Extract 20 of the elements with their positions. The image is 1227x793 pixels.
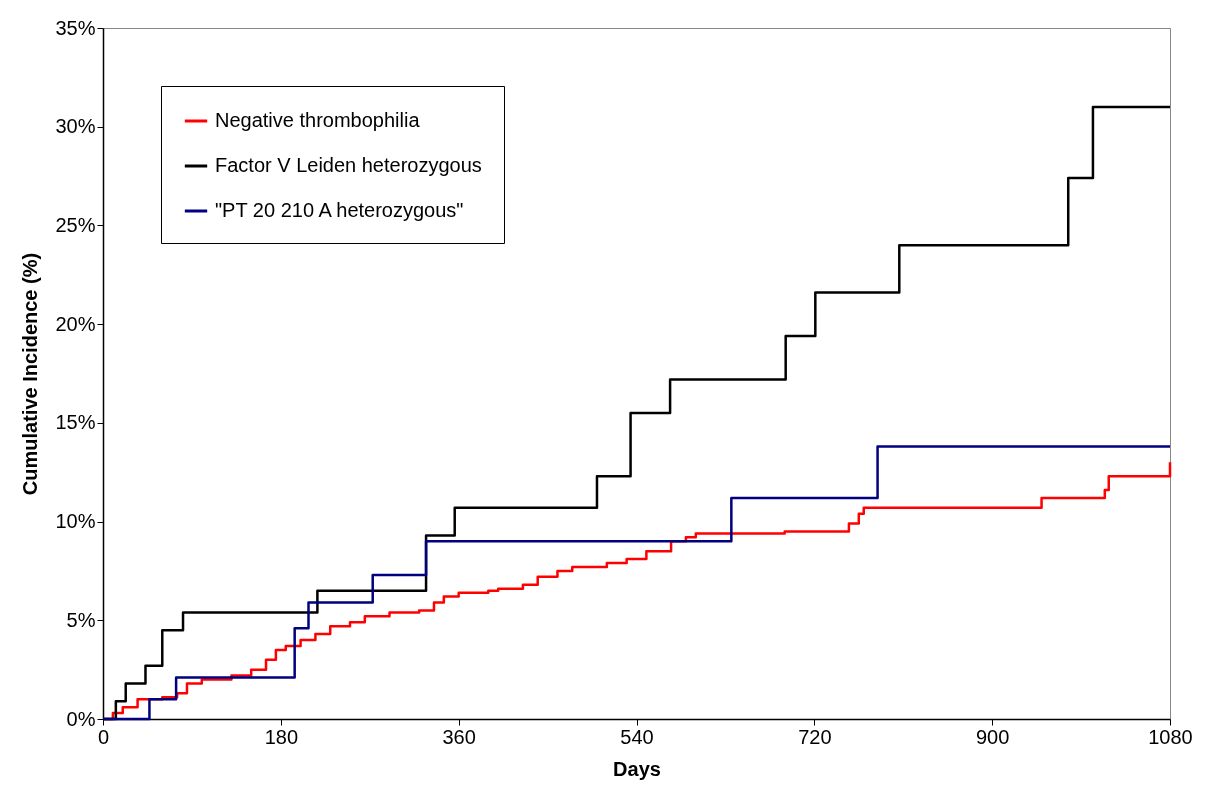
x-tick-label: 720 — [798, 725, 832, 748]
y-tick-label: 5% — [66, 608, 96, 631]
y-tick-label: 10% — [55, 510, 96, 533]
x-tick-label: 360 — [442, 725, 476, 748]
y-tick-label: 0% — [66, 707, 96, 730]
x-axis-title: Days — [613, 757, 661, 780]
y-tick-label: 20% — [55, 312, 96, 335]
legend-label: Factor V Leiden heterozygous — [215, 154, 482, 176]
x-tick-label: 180 — [264, 725, 299, 748]
y-tick-label: 35% — [55, 16, 96, 39]
y-axis-title: Cumulative Incidence (%) — [19, 252, 42, 496]
y-tick-label: 25% — [55, 213, 96, 236]
y-tick-label: 15% — [55, 411, 96, 434]
x-tick-label: 540 — [620, 725, 654, 748]
y-tick-label: 30% — [55, 115, 96, 138]
legend-label: "PT 20 210 A heterozygous" — [215, 199, 464, 221]
x-tick-label: 900 — [975, 725, 1010, 748]
x-tick-label: 0 — [97, 725, 110, 748]
legend-label: Negative thrombophilia — [215, 109, 421, 131]
x-tick-label: 1080 — [1148, 725, 1193, 748]
